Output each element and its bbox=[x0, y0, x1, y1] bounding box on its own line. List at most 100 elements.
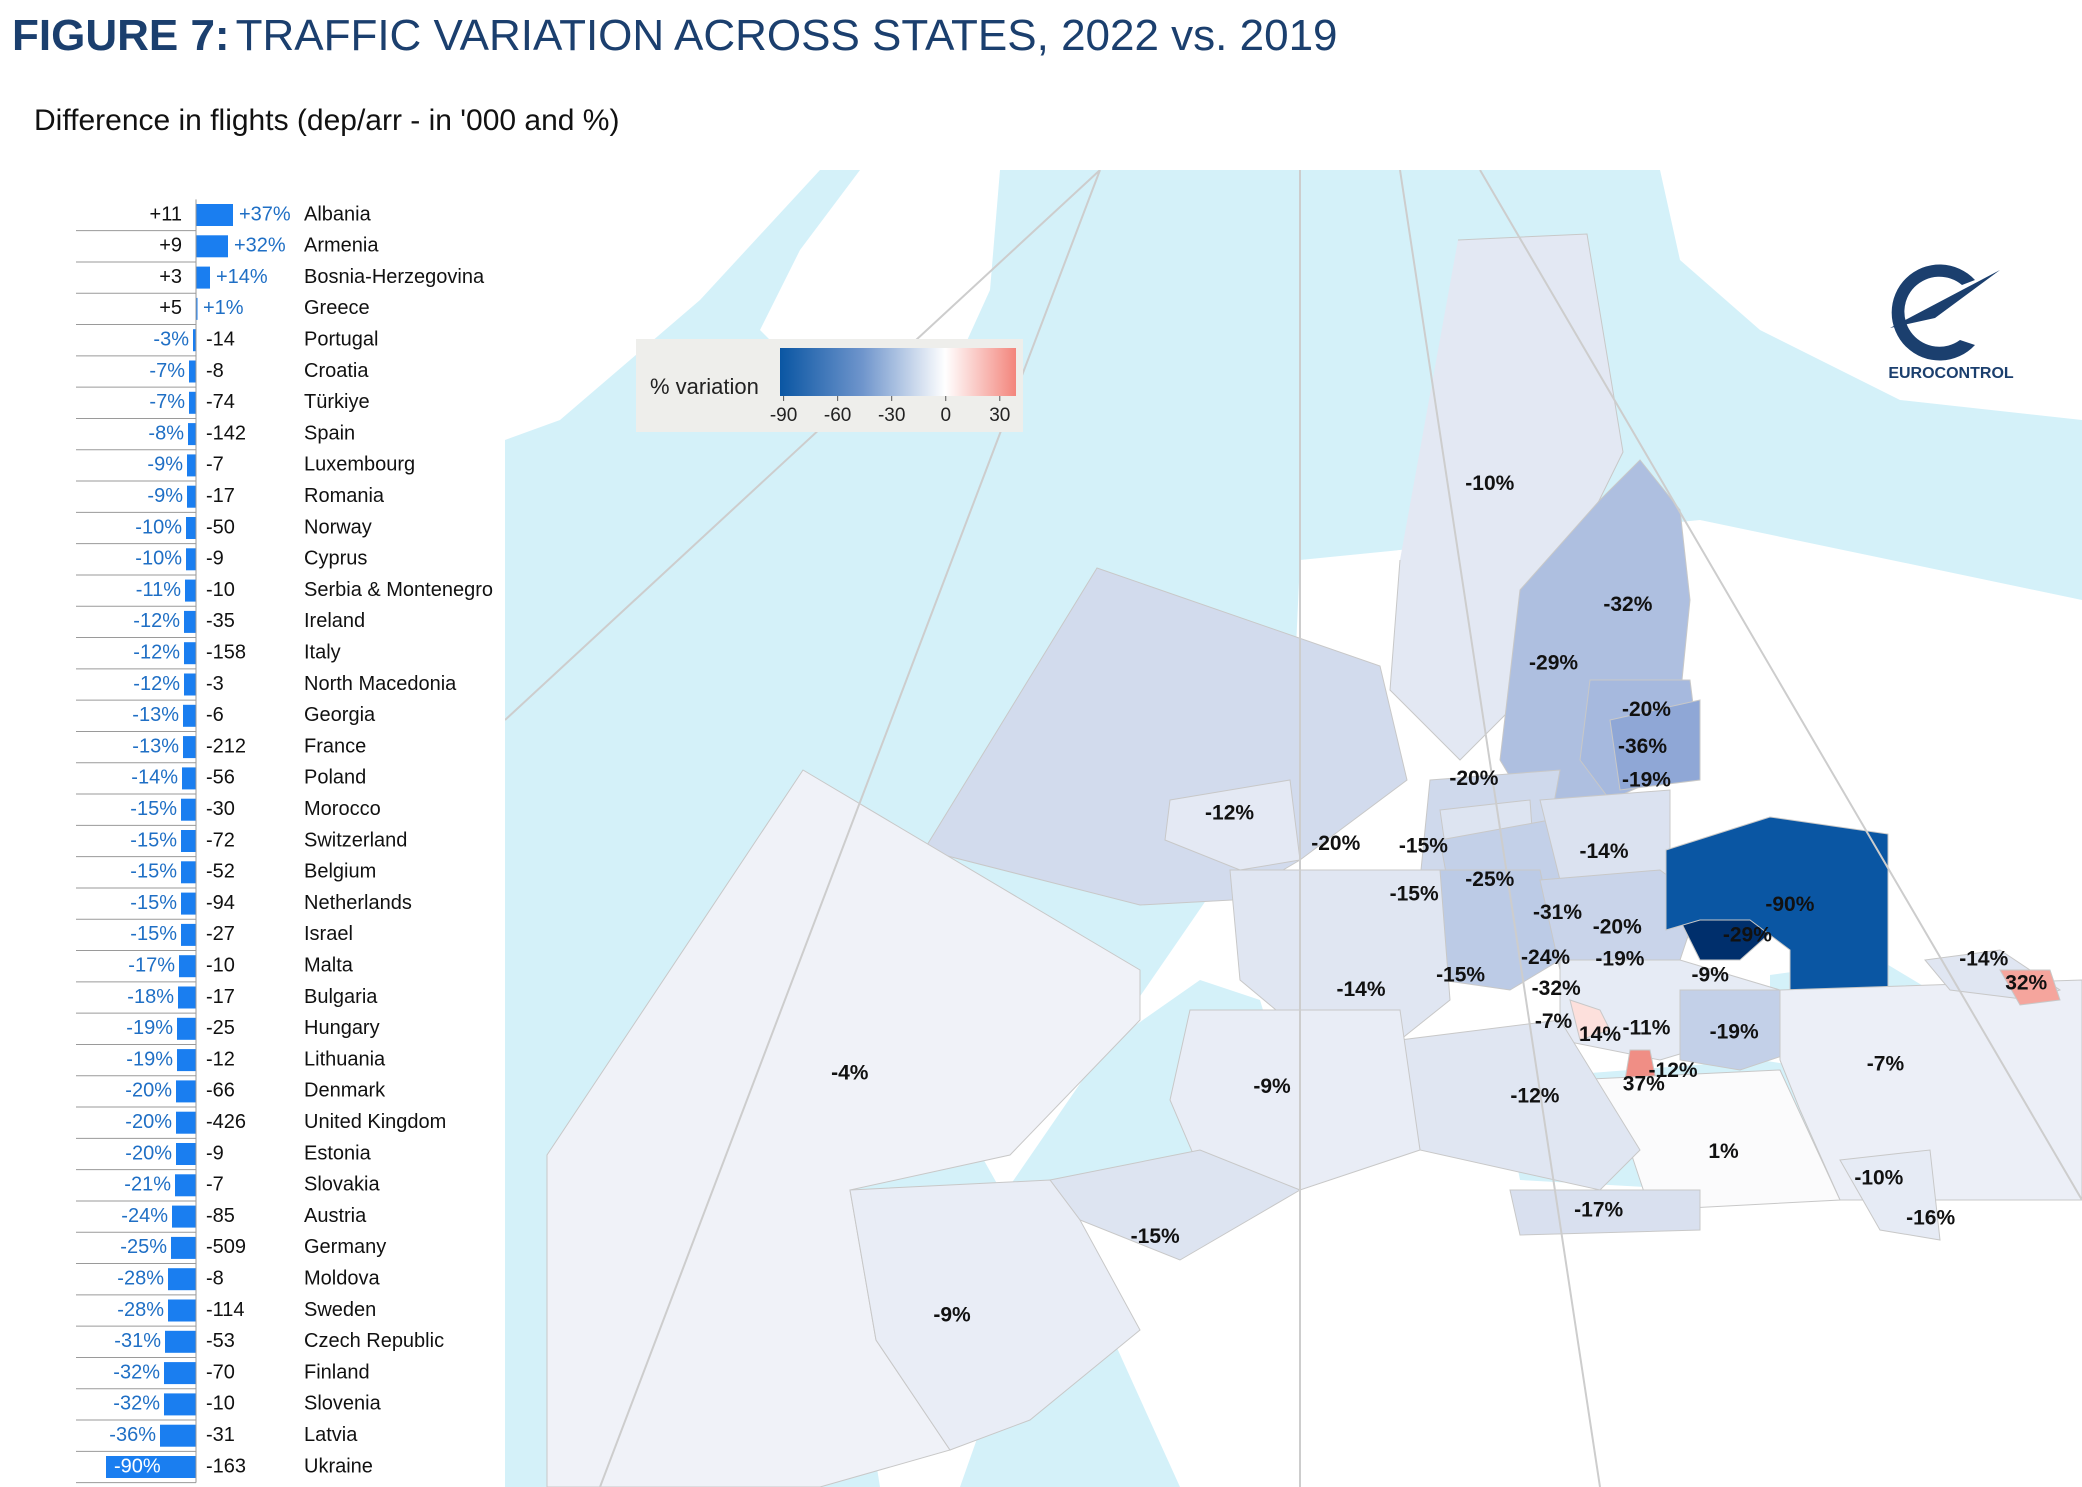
value-label: -25 bbox=[206, 1017, 235, 1039]
map: % variation EUROCONTROL -90 -60 -30 0 30 -10%… bbox=[505, 170, 2082, 1487]
colorbar-tick-label: -60 bbox=[824, 405, 851, 426]
category-label: Switzerland bbox=[304, 829, 407, 851]
bar bbox=[181, 861, 196, 884]
land-arctic bbox=[1660, 170, 2082, 420]
category-label: Belgium bbox=[304, 861, 376, 883]
map-label: -4% bbox=[831, 1062, 869, 1085]
bar bbox=[189, 360, 196, 383]
category-label: Malta bbox=[304, 954, 354, 976]
value-label: +5 bbox=[159, 297, 182, 319]
category-label: Czech Republic bbox=[304, 1330, 444, 1352]
category-label: North Macedonia bbox=[304, 673, 457, 695]
value-label: -7 bbox=[206, 1174, 224, 1196]
map-label: -11% bbox=[1623, 1017, 1671, 1040]
value-label: -14 bbox=[206, 328, 235, 350]
colorbar-tick-label: 0 bbox=[940, 405, 951, 426]
category-label: Croatia bbox=[304, 360, 369, 382]
value-label: -53 bbox=[206, 1330, 235, 1352]
bar bbox=[181, 830, 196, 852]
percent-label: -7% bbox=[149, 360, 185, 382]
map-label: -32% bbox=[1532, 977, 1581, 1000]
category-label: Hungary bbox=[304, 1017, 380, 1039]
bar bbox=[193, 329, 196, 352]
bar bbox=[177, 1017, 196, 1040]
title-bold: FIGURE 7: bbox=[12, 11, 230, 60]
value-label: -50 bbox=[206, 516, 235, 538]
percent-label: -90% bbox=[114, 1455, 161, 1477]
bar bbox=[196, 235, 228, 258]
map-label: -14% bbox=[1959, 948, 2008, 971]
bar bbox=[183, 736, 196, 759]
value-label: -17 bbox=[206, 485, 235, 507]
percent-label: -15% bbox=[130, 861, 177, 883]
percent-label: -15% bbox=[130, 892, 177, 914]
percent-label: -10% bbox=[135, 548, 182, 570]
percent-label: -3% bbox=[153, 328, 189, 350]
map-label: -10% bbox=[1854, 1167, 1903, 1190]
bar bbox=[179, 955, 196, 978]
map-label: -15% bbox=[1390, 882, 1439, 905]
bar bbox=[181, 923, 196, 946]
category-label: Poland bbox=[304, 767, 366, 789]
value-label: -12 bbox=[206, 1048, 235, 1070]
region bbox=[1539, 789, 1671, 881]
value-label: -8 bbox=[206, 360, 224, 382]
category-label: Bulgaria bbox=[304, 986, 378, 1008]
category-label: Israel bbox=[304, 923, 353, 945]
bar bbox=[186, 517, 196, 539]
category-label: Spain bbox=[304, 422, 355, 444]
value-label: -35 bbox=[206, 610, 235, 632]
category-label: Ukraine bbox=[304, 1455, 373, 1477]
colorbar-tick-label: -90 bbox=[770, 405, 797, 426]
value-label: +3 bbox=[159, 266, 182, 288]
value-label: -10 bbox=[206, 579, 235, 601]
map-label: -24% bbox=[1521, 946, 1570, 969]
map-label: -29% bbox=[1529, 651, 1578, 674]
percent-label: -7% bbox=[149, 391, 185, 413]
category-label: Georgia bbox=[304, 704, 376, 726]
percent-label: -19% bbox=[126, 1048, 173, 1070]
category-label: Greece bbox=[304, 297, 370, 319]
category-label: Slovenia bbox=[304, 1393, 382, 1415]
map-label: -16% bbox=[1906, 1206, 1955, 1229]
value-label: -70 bbox=[206, 1361, 235, 1383]
percent-label: -31% bbox=[114, 1330, 161, 1352]
category-label: Romania bbox=[304, 485, 385, 507]
map-label: -7% bbox=[1867, 1052, 1905, 1075]
bar bbox=[188, 423, 196, 446]
value-label: -6 bbox=[206, 704, 224, 726]
bar bbox=[196, 266, 210, 289]
percent-label: -14% bbox=[131, 767, 178, 789]
map-label: -90% bbox=[1765, 893, 1814, 916]
logo: EUROCONTROL bbox=[1888, 264, 2014, 382]
map-label: -12% bbox=[1205, 801, 1254, 824]
title-main: TRAFFIC VARIATION ACROSS STATES, 2022 vs… bbox=[236, 11, 1338, 60]
map-label: -29% bbox=[1723, 924, 1772, 947]
bar bbox=[184, 673, 196, 696]
bar bbox=[165, 1330, 196, 1353]
value-label: -10 bbox=[206, 1393, 235, 1415]
region bbox=[849, 1179, 1141, 1451]
map-label: -14% bbox=[1579, 840, 1628, 863]
map-label: -15% bbox=[1399, 835, 1448, 858]
value-label: -163 bbox=[206, 1455, 246, 1477]
percent-label: -11% bbox=[136, 579, 181, 601]
map-label: -20% bbox=[1622, 698, 1671, 721]
value-label: -114 bbox=[206, 1299, 245, 1321]
logo-text: EUROCONTROL bbox=[1888, 365, 2014, 382]
percent-label: -32% bbox=[113, 1361, 160, 1383]
percent-label: -18% bbox=[127, 986, 174, 1008]
bar bbox=[171, 1236, 196, 1259]
category-label: Austria bbox=[304, 1205, 367, 1227]
bar bbox=[182, 767, 196, 790]
bar bbox=[186, 548, 196, 571]
bar bbox=[187, 485, 196, 508]
category-label: Ireland bbox=[304, 610, 365, 632]
category-label: Estonia bbox=[304, 1142, 372, 1164]
value-label: +11 bbox=[150, 203, 182, 225]
percent-label: -9% bbox=[147, 454, 183, 476]
bar bbox=[168, 1299, 196, 1322]
map-label: -9% bbox=[1692, 963, 1730, 986]
region bbox=[1839, 1149, 1941, 1241]
